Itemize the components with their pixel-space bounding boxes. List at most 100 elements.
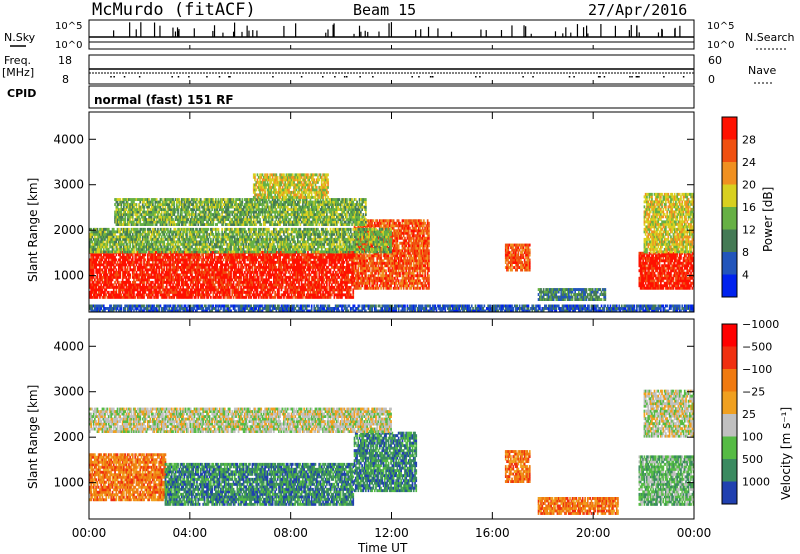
heatmap-cell [168, 293, 170, 296]
heatmap-cell [105, 271, 107, 274]
heatmap-cell [116, 268, 118, 271]
heatmap-cell [224, 281, 226, 284]
heatmap-cell [361, 284, 363, 287]
heatmap-cell [419, 272, 421, 275]
heatmap-cell [133, 293, 135, 296]
heatmap-cell [146, 266, 148, 269]
cpid-panel: CPID normal (fast) 151 RF [7, 86, 694, 108]
heatmap-cell [341, 296, 343, 299]
heatmap-cell [358, 267, 360, 270]
heatmap-cell [199, 268, 201, 271]
heatmap-cell [303, 268, 305, 271]
heatmap-cell [393, 219, 395, 222]
heatmap-cell [257, 271, 259, 274]
heatmap-cell [267, 296, 269, 299]
heatmap-cell [127, 268, 129, 271]
heatmap-cell [221, 261, 223, 264]
heatmap-cell [192, 286, 194, 289]
heatmap-cell [255, 268, 257, 271]
heatmap-cell [156, 271, 158, 274]
heatmap-cell [400, 287, 402, 290]
heatmap-cell [259, 268, 261, 271]
heatmap-cell [133, 278, 135, 281]
heatmap-cell [410, 254, 412, 257]
heatmap-cell [201, 268, 203, 271]
heatmap-cell [289, 268, 291, 271]
heatmap-cell [158, 268, 160, 271]
heatmap-cell [105, 268, 107, 271]
heatmap-cell [124, 261, 126, 264]
heatmap-cell [424, 269, 426, 272]
heatmap-cell [172, 258, 174, 261]
heatmap-cell [335, 276, 337, 279]
heatmap-cell [252, 268, 254, 271]
heatmap-cell [223, 283, 225, 286]
heatmap-cell [399, 262, 401, 265]
nave-dot [178, 76, 180, 78]
heatmap-cell [427, 272, 429, 275]
heatmap-cell [99, 266, 101, 269]
heatmap-cell [337, 281, 339, 284]
heatmap-cell [371, 272, 373, 275]
heatmap-cell [402, 249, 404, 252]
heatmap-cell [133, 271, 135, 274]
heatmap-cell [392, 274, 394, 277]
heatmap-cell [393, 279, 395, 282]
heatmap-cell [245, 266, 247, 269]
heatmap-cell [161, 291, 163, 294]
heatmap-cell [388, 254, 390, 257]
heatmap-cell [350, 293, 352, 296]
heatmap-cell [185, 256, 187, 259]
nsky-label: N.Sky [4, 31, 36, 44]
heatmap-cell [282, 276, 284, 279]
heatmap-cell [341, 278, 343, 281]
heatmap-cell [336, 278, 338, 281]
heatmap-cell [145, 276, 147, 279]
heatmap-cell [147, 281, 149, 284]
heatmap-cell [291, 271, 293, 274]
heatmap-cell [245, 296, 247, 299]
heatmap-cell [427, 219, 429, 222]
heatmap-cell [152, 293, 154, 296]
heatmap-cell [171, 281, 173, 284]
heatmap-cell [305, 271, 307, 274]
heatmap-cell [378, 264, 380, 267]
heatmap-cell [94, 235, 96, 238]
heatmap-cell [347, 273, 349, 276]
nave-dot [301, 76, 303, 78]
heatmap-cell [95, 266, 97, 269]
heatmap-cell [422, 272, 424, 275]
heatmap-cell [211, 256, 213, 259]
heatmap-cell [152, 281, 154, 284]
heatmap-cell [408, 284, 410, 287]
heatmap-cell [347, 261, 349, 264]
heatmap-cell [143, 283, 145, 286]
heatmap-cell [404, 237, 406, 240]
heatmap-cell [273, 258, 275, 261]
heatmap-cell [423, 247, 425, 250]
heatmap-cell [99, 296, 101, 299]
heatmap-cell [176, 288, 178, 291]
heatmap-cell [254, 276, 256, 279]
heatmap-cell [98, 283, 100, 286]
heatmap-cell [242, 293, 244, 296]
heatmap-cell [428, 257, 430, 260]
heatmap-cell [170, 271, 172, 274]
heatmap-cell [163, 266, 165, 269]
heatmap-cell [191, 288, 193, 291]
heatmap-cell [335, 261, 337, 264]
heatmap-cell [302, 296, 304, 299]
heatmap-cell [107, 273, 109, 276]
heatmap-cell [257, 273, 259, 276]
heatmap-cell [108, 258, 110, 261]
heatmap-cell [322, 291, 324, 294]
heatmap-cell [412, 224, 414, 227]
heatmap-cell [326, 268, 328, 271]
heatmap-cell [259, 261, 261, 264]
nave-dot [638, 76, 640, 78]
heatmap-cell [278, 291, 280, 294]
heatmap-cell [151, 273, 153, 276]
heatmap-cell [119, 291, 121, 294]
heatmap-cell [235, 266, 237, 269]
heatmap-cell [254, 283, 256, 286]
